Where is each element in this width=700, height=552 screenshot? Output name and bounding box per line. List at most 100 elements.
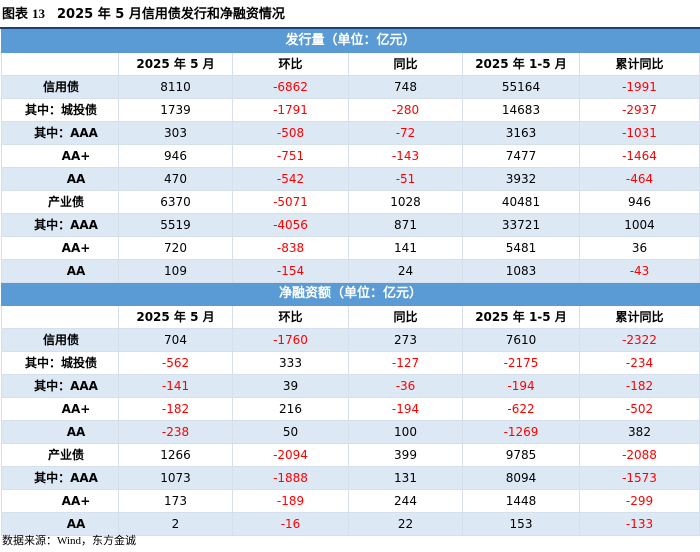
urban-aaa-row: 其中：AAA -141 39 -36 -194 -182	[1, 374, 700, 398]
month-value: 946	[118, 144, 233, 168]
mom-change: -6862	[232, 75, 349, 99]
data-source-note: 数据来源：Wind，东方金诚	[2, 533, 136, 549]
yoy-change: -143	[348, 144, 463, 168]
ytd-value: 1448	[462, 489, 580, 513]
month-value: 720	[118, 236, 233, 260]
mom-change: -751	[232, 144, 349, 168]
month-value: 8110	[118, 75, 233, 99]
ytd-yoy-change: 946	[578, 190, 700, 214]
yoy-change: 273	[348, 328, 463, 352]
row-label: 信用债	[1, 75, 119, 99]
column-header: 同比	[348, 52, 463, 76]
column-header: 2025 年 1-5 月	[462, 52, 580, 76]
ytd-yoy-change: -2088	[578, 443, 700, 467]
column-header: 环比	[232, 305, 349, 329]
mom-change: -2094	[232, 443, 349, 467]
industrial-aa-plus-row: AA+ 173 -189 244 1448 -299	[1, 489, 700, 513]
ytd-value: 5481	[462, 236, 580, 260]
yoy-change: 141	[348, 236, 463, 260]
yoy-change: 244	[348, 489, 463, 513]
ytd-yoy-change: -502	[578, 397, 700, 421]
ytd-value: 153	[462, 512, 580, 536]
column-header	[1, 52, 119, 76]
figure-title: 图表 13 2025 年 5 月信用债发行和净融资情况	[2, 4, 285, 24]
row-label: 其中：城投债	[1, 98, 119, 122]
column-header-row: 2025 年 5 月环比 同比 2025 年 1-5 月累计同比	[1, 305, 700, 329]
month-value: 470	[118, 167, 233, 191]
urban-aa-plus-row: AA+ -182 216 -194 -622 -502	[1, 397, 700, 421]
mom-change: -838	[232, 236, 349, 260]
section-header: 发行量（单位：亿元）	[0, 29, 700, 53]
yoy-change: 871	[348, 213, 463, 237]
yoy-change: 1028	[348, 190, 463, 214]
yoy-change: 131	[348, 466, 463, 490]
month-value: 1073	[118, 466, 233, 490]
mom-change: -1888	[232, 466, 349, 490]
mom-change: 39	[232, 374, 349, 398]
figure-number: 13	[32, 6, 46, 21]
row-label: 产业债	[1, 443, 119, 467]
ytd-yoy-change: -1464	[578, 144, 700, 168]
yoy-change: -36	[348, 374, 463, 398]
row-label: 其中：AAA	[1, 466, 119, 490]
mom-change: -154	[232, 259, 349, 283]
mom-change: -189	[232, 489, 349, 513]
row-label: AA+	[1, 236, 119, 260]
credit-bond-row: 信用债 8110 -6862 748 55164 -1991	[1, 75, 700, 99]
yoy-change: 399	[348, 443, 463, 467]
month-value: 6370	[118, 190, 233, 214]
ytd-value: 7477	[462, 144, 580, 168]
ytd-yoy-change: -43	[578, 259, 700, 283]
urban-aaa-row: 其中：AAA 303 -508 -72 3163 -1031	[1, 121, 700, 145]
row-label: 其中：AAA	[1, 121, 119, 145]
source-names: Wind	[57, 535, 81, 547]
ytd-value: 3932	[462, 167, 580, 191]
ytd-yoy-change: -1573	[578, 466, 700, 490]
row-label: 其中：AAA	[1, 213, 119, 237]
mom-change: 216	[232, 397, 349, 421]
ytd-value: 3163	[462, 121, 580, 145]
industrial-aa-row: AA 2 -16 22 153 -133	[1, 512, 700, 536]
yoy-change: -280	[348, 98, 463, 122]
section-title: 净融资额（单位：亿元）	[0, 282, 700, 306]
figure-label: 图表	[2, 7, 29, 22]
yoy-change: 24	[348, 259, 463, 283]
month-value: -141	[118, 374, 233, 398]
month-value: -562	[118, 351, 233, 375]
yoy-change: 748	[348, 75, 463, 99]
source-prefix: 数据来源：	[2, 534, 57, 547]
ytd-value: 7610	[462, 328, 580, 352]
row-label: 信用债	[1, 328, 119, 352]
yoy-change: -51	[348, 167, 463, 191]
ytd-value: 55164	[462, 75, 580, 99]
mom-change: 50	[232, 420, 349, 444]
mom-change: 333	[232, 351, 349, 375]
mom-change: -5071	[232, 190, 349, 214]
ytd-yoy-change: 36	[578, 236, 700, 260]
row-label: 其中：AAA	[1, 374, 119, 398]
mom-change: -508	[232, 121, 349, 145]
mom-change: -1760	[232, 328, 349, 352]
column-header: 2025 年 5 月	[118, 305, 233, 329]
row-label: AA+	[1, 489, 119, 513]
industrial-bond-row: 产业债 6370 -5071 1028 40481 946	[1, 190, 700, 214]
urban-aa-plus-row: AA+ 946 -751 -143 7477 -1464	[1, 144, 700, 168]
row-label: AA+	[1, 144, 119, 168]
ytd-value: 1083	[462, 259, 580, 283]
section-header: 净融资额（单位：亿元）	[0, 282, 700, 306]
yoy-change: 100	[348, 420, 463, 444]
ytd-yoy-change: -1031	[578, 121, 700, 145]
column-header: 2025 年 1-5 月	[462, 305, 580, 329]
row-label: AA	[1, 259, 119, 283]
month-value: 303	[118, 121, 233, 145]
month-value: 704	[118, 328, 233, 352]
industrial-bond-row: 产业债 1266 -2094 399 9785 -2088	[1, 443, 700, 467]
ytd-yoy-change: -234	[578, 351, 700, 375]
month-value: 2	[118, 512, 233, 536]
industrial-aaa-row: 其中：AAA 1073 -1888 131 8094 -1573	[1, 466, 700, 490]
urban-aa-row: AA 470 -542 -51 3932 -464	[1, 167, 700, 191]
section-title: 发行量（单位：亿元）	[0, 29, 700, 53]
credit-bond-row: 信用债 704 -1760 273 7610 -2322	[1, 328, 700, 352]
column-header: 环比	[232, 52, 349, 76]
industrial-aa-plus-row: AA+ 720 -838 141 5481 36	[1, 236, 700, 260]
